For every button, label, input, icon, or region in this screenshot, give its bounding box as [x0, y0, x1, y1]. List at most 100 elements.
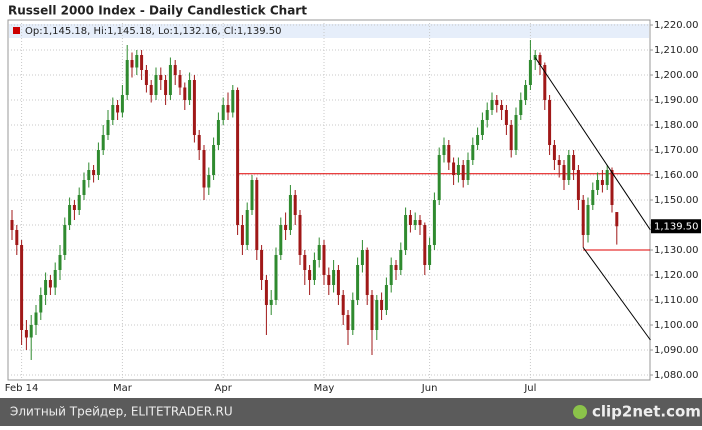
- candle-body: [504, 110, 508, 125]
- candle-body: [356, 265, 360, 300]
- candle-body: [317, 245, 321, 260]
- candle-body: [312, 260, 316, 280]
- x-tick-label: May: [314, 383, 335, 394]
- y-tick-label: 1,120.00: [654, 270, 699, 281]
- candle-body: [231, 90, 235, 113]
- candle-body: [63, 225, 67, 255]
- candle-body: [322, 245, 326, 275]
- candle-body: [120, 95, 124, 113]
- candle-body: [327, 275, 331, 285]
- y-tick-label: 1,090.00: [654, 345, 699, 356]
- candle-body: [610, 170, 614, 205]
- candle-body: [423, 225, 427, 265]
- candle-body: [476, 135, 480, 145]
- candle-body: [346, 315, 350, 330]
- candle-body: [552, 145, 556, 160]
- y-tick-label: 1,110.00: [654, 295, 699, 306]
- candle-body: [370, 295, 374, 330]
- candle-body: [452, 162, 456, 175]
- candle-body: [250, 180, 254, 210]
- candle-body: [548, 100, 552, 145]
- candle-body: [389, 265, 393, 285]
- candle-body: [178, 75, 182, 88]
- candle-body: [159, 75, 163, 80]
- candle-body: [82, 180, 86, 195]
- candle-body: [538, 55, 542, 65]
- candle-body: [293, 195, 297, 215]
- legend-swatch: [13, 27, 20, 34]
- candle-body: [116, 105, 120, 113]
- y-tick-label: 1,210.00: [654, 45, 699, 56]
- x-tick-label: Jun: [421, 383, 438, 394]
- last-price-label: 1,139.50: [654, 221, 699, 232]
- candle-body: [39, 295, 43, 313]
- candle-body: [255, 180, 259, 250]
- candle-body: [447, 145, 451, 163]
- candle-body: [144, 70, 148, 85]
- candle-body: [600, 180, 604, 185]
- candle-body: [384, 285, 388, 310]
- y-tick-label: 1,100.00: [654, 320, 699, 331]
- candle-body: [192, 80, 196, 135]
- candle-body: [284, 225, 288, 230]
- candle-body: [471, 145, 475, 160]
- candle-body: [380, 300, 384, 310]
- y-tick-label: 1,160.00: [654, 170, 699, 181]
- candle-body: [68, 205, 72, 225]
- candle-body: [567, 155, 571, 180]
- candle-body: [557, 160, 561, 165]
- candle-body: [586, 205, 590, 235]
- trend-line: [534, 57, 651, 231]
- candle-body: [404, 215, 408, 250]
- candle-body: [375, 300, 379, 330]
- last-price-box: [651, 219, 701, 234]
- candle-body: [183, 87, 187, 100]
- x-tick-label: Mar: [113, 383, 133, 394]
- footer-source: Элитный Трейдер, ELITETRADER.RU: [10, 405, 233, 419]
- candle-body: [418, 220, 422, 225]
- y-tick-label: 1,150.00: [654, 195, 699, 206]
- candle-body: [576, 170, 580, 200]
- candle-body: [34, 312, 38, 325]
- footer-logo: clip2net.com: [592, 403, 701, 421]
- x-tick-label: Apr: [215, 383, 233, 394]
- candle-body: [332, 270, 336, 285]
- candle-body: [596, 180, 600, 190]
- candle-body: [274, 255, 278, 300]
- candle-body: [236, 90, 240, 225]
- legend-band: [9, 24, 649, 38]
- candle-body: [226, 105, 230, 113]
- x-tick-label: Jul: [523, 383, 536, 394]
- candle-body: [245, 210, 249, 245]
- candle-body: [336, 270, 340, 295]
- candle-body: [111, 105, 115, 120]
- candle-body: [308, 270, 312, 280]
- candle-body: [53, 270, 57, 288]
- candle-body: [221, 105, 225, 120]
- candle-body: [154, 75, 158, 95]
- candle-body: [279, 225, 283, 255]
- y-tick-label: 1,220.00: [654, 20, 699, 31]
- candle-body: [413, 220, 417, 225]
- trend-line: [582, 247, 651, 341]
- candle-body: [394, 265, 398, 270]
- candle-body: [173, 65, 177, 75]
- candle-body: [485, 110, 489, 120]
- logo-icon: [573, 405, 587, 419]
- candle-body: [101, 135, 105, 150]
- candle-body: [514, 115, 518, 150]
- candle-body: [519, 100, 523, 115]
- candle-body: [360, 250, 364, 265]
- candle-body: [351, 300, 355, 330]
- candle-body: [442, 145, 446, 155]
- candle-body: [10, 220, 14, 230]
- candle-body: [20, 245, 24, 330]
- candle-body: [106, 120, 110, 135]
- candle-body: [572, 155, 576, 170]
- y-tick-label: 1,080.00: [654, 370, 699, 381]
- candle-body: [15, 230, 19, 245]
- y-tick-label: 1,130.00: [654, 245, 699, 256]
- candle-body: [543, 65, 547, 100]
- candle-body: [399, 250, 403, 270]
